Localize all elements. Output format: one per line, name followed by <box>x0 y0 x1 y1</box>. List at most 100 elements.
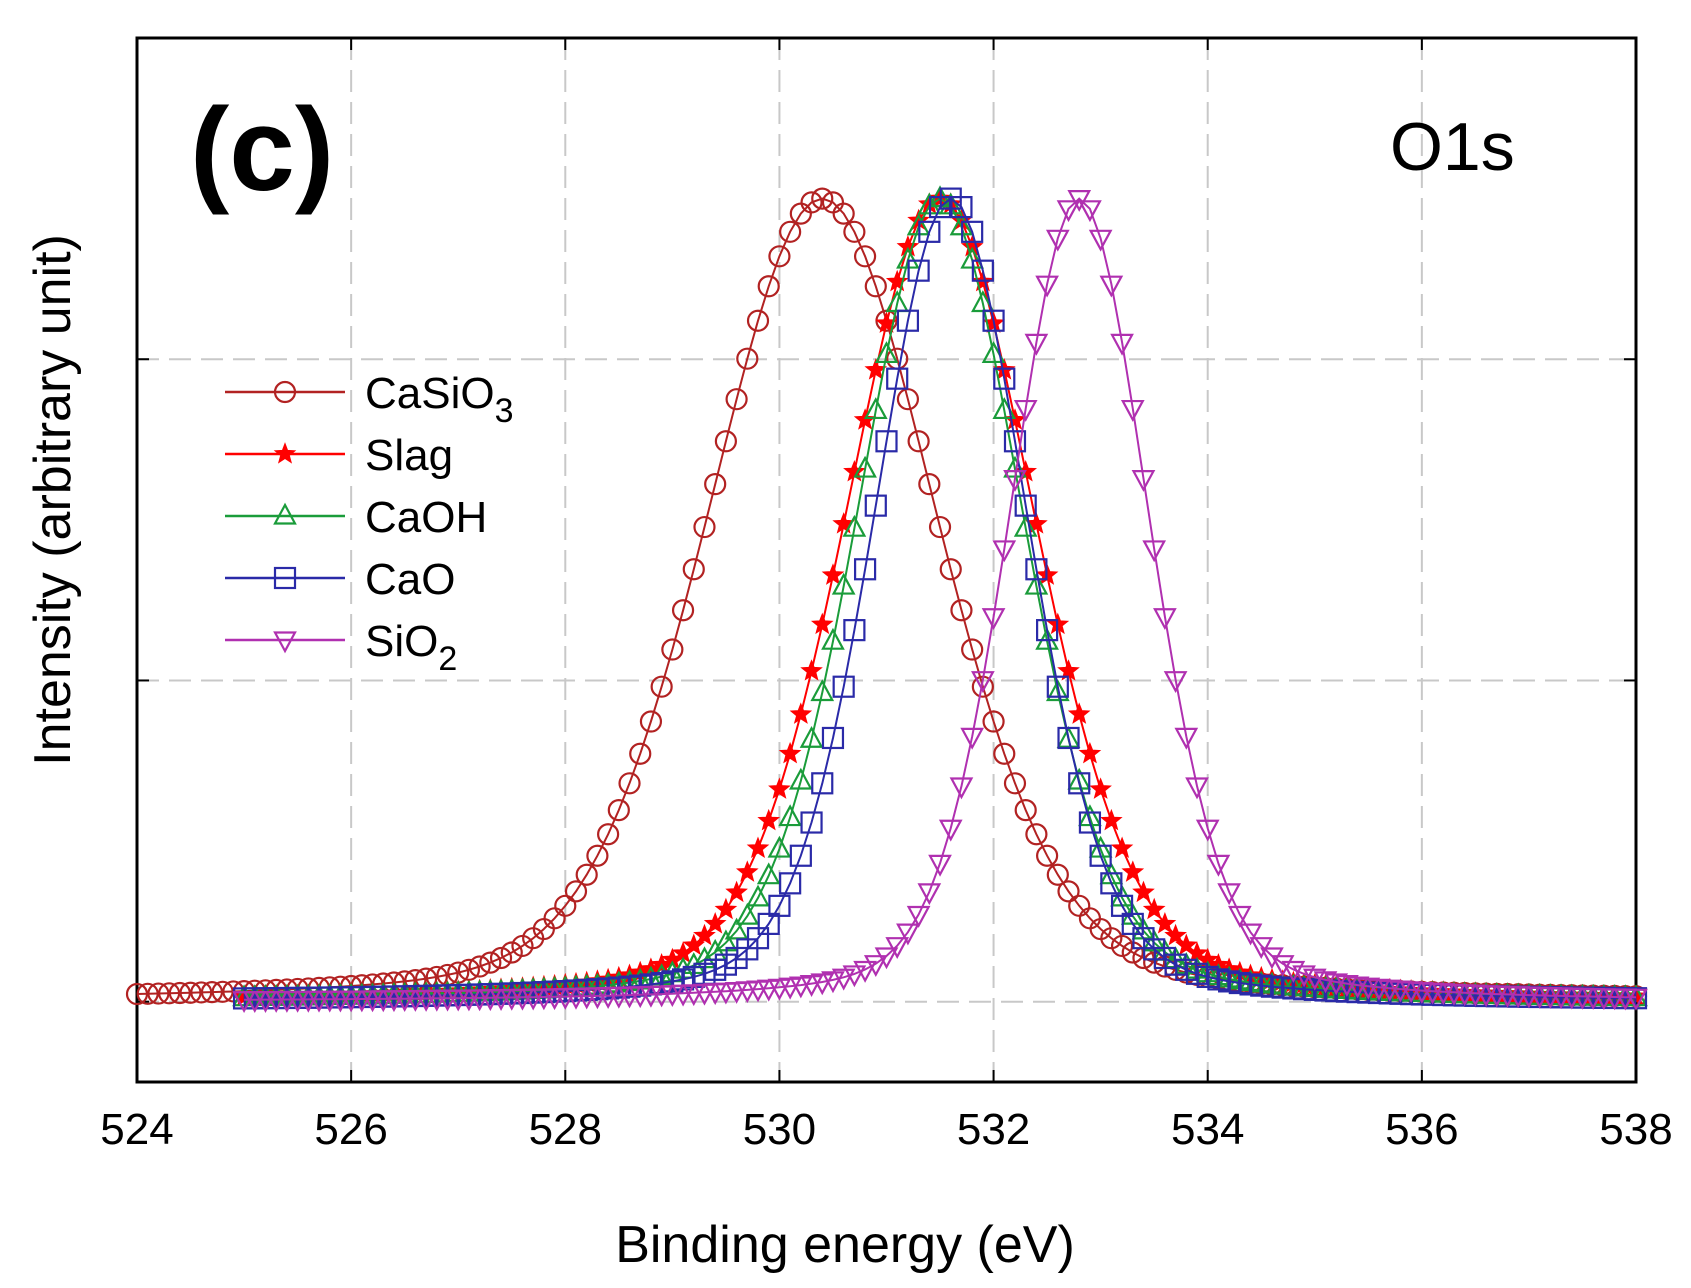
series-sio2 <box>232 190 1648 1014</box>
data-point <box>874 947 899 970</box>
data-point <box>1035 275 1059 298</box>
data-point <box>1206 854 1231 877</box>
data-point <box>1163 671 1188 694</box>
data-point <box>1056 200 1081 223</box>
data-point <box>746 836 770 859</box>
data-point <box>736 347 759 370</box>
data-point <box>479 951 502 974</box>
data-point <box>1089 777 1112 799</box>
data-point <box>778 741 802 764</box>
data-point <box>885 269 909 292</box>
data-point <box>832 512 856 534</box>
data-point <box>778 804 802 827</box>
data-point <box>768 894 791 917</box>
data-point <box>1057 659 1080 681</box>
data-point <box>1132 880 1155 903</box>
data-point <box>1078 200 1102 223</box>
data-point <box>779 872 802 895</box>
data-point <box>757 808 781 831</box>
data-point <box>789 844 812 867</box>
data-point <box>938 819 963 842</box>
data-point <box>906 905 931 928</box>
corner-label: O1s <box>1390 109 1515 185</box>
data-point <box>799 975 824 997</box>
legend-marker <box>273 502 297 525</box>
data-point <box>799 725 824 748</box>
legend-label: CaOH <box>365 493 487 542</box>
data-point <box>907 259 930 282</box>
data-point <box>832 202 855 225</box>
data-point <box>875 430 898 453</box>
data-point <box>1195 819 1220 842</box>
data-point <box>1003 470 1027 492</box>
data-point <box>1078 741 1102 764</box>
data-point <box>821 627 845 650</box>
data-point <box>1025 558 1048 581</box>
data-point <box>1046 675 1069 698</box>
data-point <box>928 515 952 539</box>
data-point <box>811 187 834 210</box>
data-point <box>896 923 920 946</box>
data-point <box>564 880 588 903</box>
data-point <box>756 862 781 885</box>
legend-label-main: CaO <box>365 555 455 604</box>
data-point <box>971 259 994 282</box>
data-point <box>1013 399 1038 422</box>
x-tick-label: 526 <box>314 1105 387 1154</box>
data-point <box>950 196 973 219</box>
grid-lines <box>137 38 1636 1082</box>
data-point <box>939 558 962 581</box>
data-point <box>831 968 856 991</box>
data-point <box>1227 905 1252 928</box>
data-point <box>810 973 835 996</box>
data-point <box>168 981 191 1005</box>
data-point <box>125 982 149 1006</box>
data-point <box>992 540 1017 563</box>
data-point <box>821 971 845 994</box>
data-point <box>158 982 181 1005</box>
data-point <box>714 430 737 453</box>
data-point <box>886 367 909 390</box>
legend-label-main: CaSiO <box>365 369 495 418</box>
data-point <box>788 976 813 999</box>
data-point <box>1281 960 1306 983</box>
data-point <box>1057 880 1080 903</box>
data-point <box>1068 772 1091 795</box>
data-point <box>863 955 888 978</box>
data-point <box>981 608 1006 631</box>
data-point <box>767 835 792 858</box>
plot-frame <box>135 36 1638 1084</box>
data-point <box>693 515 716 539</box>
data-point <box>746 884 770 907</box>
x-tick-label: 524 <box>100 1105 173 1154</box>
data-point <box>1270 955 1295 978</box>
data-point <box>607 799 630 822</box>
data-point <box>918 473 941 496</box>
data-point <box>832 675 855 698</box>
data-point <box>949 777 974 800</box>
data-point <box>853 558 877 581</box>
data-point <box>767 978 792 1001</box>
data-point <box>843 619 866 642</box>
x-tick-label: 530 <box>743 1105 816 1154</box>
data-point <box>1089 844 1112 867</box>
data-point <box>1013 514 1038 537</box>
data-point <box>1153 912 1177 934</box>
data-point <box>821 726 845 750</box>
data-point <box>468 955 491 978</box>
data-point <box>864 494 887 517</box>
data-point <box>1036 619 1059 642</box>
data-point <box>950 599 973 622</box>
data-point <box>874 341 899 364</box>
data-point <box>917 883 942 906</box>
data-point <box>703 912 727 934</box>
x-tick-label: 528 <box>529 1105 602 1154</box>
data-point <box>1078 811 1102 834</box>
data-point <box>896 309 920 332</box>
data-point <box>800 811 823 834</box>
data-point <box>982 710 1005 733</box>
data-point <box>907 430 930 453</box>
data-point <box>1120 399 1145 422</box>
data-point <box>800 659 823 681</box>
